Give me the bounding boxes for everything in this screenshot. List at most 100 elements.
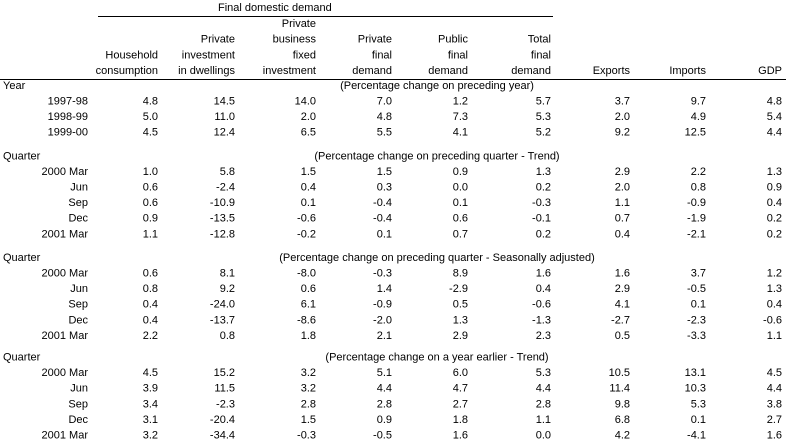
cell-value: 1.5: [301, 414, 316, 426]
cell-value: 5.3: [536, 367, 551, 379]
cell-value: -0.3: [532, 197, 551, 209]
cell-value: 4.9: [691, 111, 706, 123]
column-header: consumption: [96, 65, 158, 77]
cell-value: -0.6: [297, 213, 316, 225]
cell-value: 1.6: [536, 268, 551, 280]
row-label: 1999-00: [48, 127, 88, 139]
cell-value: 6.0: [453, 367, 468, 379]
cell-value: 3.2: [301, 383, 316, 395]
cell-value: -0.3: [373, 268, 392, 280]
cell-value: 1.4: [377, 283, 392, 295]
column-header: demand: [352, 65, 392, 77]
cell-value: 0.0: [453, 182, 468, 194]
cell-value: 3.2: [143, 430, 158, 442]
column-header: Exports: [593, 65, 631, 77]
cell-value: 0.4: [767, 299, 782, 311]
cell-value: 5.2: [536, 127, 551, 139]
column-header: demand: [511, 65, 551, 77]
cell-value: 4.1: [453, 127, 468, 139]
cell-value: 0.8: [691, 182, 706, 194]
cell-value: 1.0: [143, 166, 158, 178]
cell-value: 12.5: [685, 127, 706, 139]
cell-value: -2.9: [449, 283, 468, 295]
cell-value: 4.4: [767, 383, 782, 395]
column-header: Private: [201, 34, 235, 46]
cell-value: 5.4: [767, 111, 782, 123]
row-label: Jun: [70, 383, 88, 395]
row-label: Jun: [70, 283, 88, 295]
cell-value: 1.3: [453, 314, 468, 326]
cell-value: -12.8: [210, 228, 235, 240]
cell-value: 4.7: [453, 383, 468, 395]
cell-value: 2.7: [767, 414, 782, 426]
column-header: Public: [438, 34, 468, 46]
cell-value: 6.1: [301, 299, 316, 311]
cell-value: 1.8: [301, 330, 316, 342]
row-label: 1998-99: [48, 111, 88, 123]
cell-value: 9.8: [615, 398, 630, 410]
column-header: Private: [358, 34, 392, 46]
column-header: GDP: [758, 65, 782, 77]
cell-value: 10.5: [609, 367, 630, 379]
cell-value: -8.0: [297, 268, 316, 280]
cell-value: 14.5: [214, 96, 235, 108]
cell-value: 2.8: [301, 398, 316, 410]
cell-value: -1.9: [687, 213, 706, 225]
cell-value: 9.2: [615, 127, 630, 139]
section-label: Year: [3, 80, 26, 92]
section-note: (Percentage change on preceding quarter …: [279, 252, 595, 264]
cell-value: -1.3: [532, 314, 551, 326]
cell-value: 0.8: [143, 283, 158, 295]
cell-value: 0.1: [691, 299, 706, 311]
cell-value: 2.9: [615, 283, 630, 295]
cell-value: 15.2: [214, 367, 235, 379]
cell-value: 0.3: [377, 182, 392, 194]
cell-value: 4.5: [143, 127, 158, 139]
cell-value: -0.5: [687, 283, 706, 295]
cell-value: 9.7: [691, 96, 706, 108]
cell-value: 2.2: [691, 166, 706, 178]
group-header: Final domestic demand: [218, 2, 332, 14]
cell-value: 10.3: [685, 383, 706, 395]
cell-value: 1.5: [377, 166, 392, 178]
cell-value: 0.2: [536, 228, 551, 240]
cell-value: -0.6: [532, 299, 551, 311]
cell-value: 5.7: [536, 96, 551, 108]
cell-value: -0.6: [763, 314, 782, 326]
cell-value: 0.4: [615, 228, 630, 240]
cell-value: 2.3: [536, 330, 551, 342]
cell-value: 0.4: [536, 283, 551, 295]
cell-value: -13.5: [210, 213, 235, 225]
cell-value: 4.4: [536, 383, 551, 395]
cell-value: 3.9: [143, 383, 158, 395]
cell-value: 2.0: [615, 111, 630, 123]
cell-value: 2.0: [301, 111, 316, 123]
cell-value: 8.9: [453, 268, 468, 280]
cell-value: 6.5: [301, 127, 316, 139]
cell-value: 2.9: [615, 166, 630, 178]
cell-value: 0.9: [377, 414, 392, 426]
cell-value: 2.1: [377, 330, 392, 342]
cell-value: -2.1: [687, 228, 706, 240]
cell-value: -0.2: [297, 228, 316, 240]
cell-value: 1.8: [453, 414, 468, 426]
cell-value: 7.3: [453, 111, 468, 123]
column-header: in dwellings: [178, 65, 235, 77]
cell-value: 1.2: [453, 96, 468, 108]
cell-value: 4.8: [377, 111, 392, 123]
column-header: demand: [428, 65, 468, 77]
cell-value: 0.7: [615, 213, 630, 225]
cell-value: -0.9: [373, 299, 392, 311]
cell-value: 0.1: [453, 197, 468, 209]
cell-value: 1.6: [615, 268, 630, 280]
cell-value: 5.1: [377, 367, 392, 379]
column-header: final: [372, 49, 392, 61]
cell-value: 1.5: [301, 166, 316, 178]
cell-value: 0.7: [453, 228, 468, 240]
cell-value: -13.7: [210, 314, 235, 326]
row-label: Sep: [68, 197, 88, 209]
cell-value: -20.4: [210, 414, 235, 426]
cell-value: 3.8: [767, 398, 782, 410]
cell-value: -0.5: [373, 430, 392, 442]
